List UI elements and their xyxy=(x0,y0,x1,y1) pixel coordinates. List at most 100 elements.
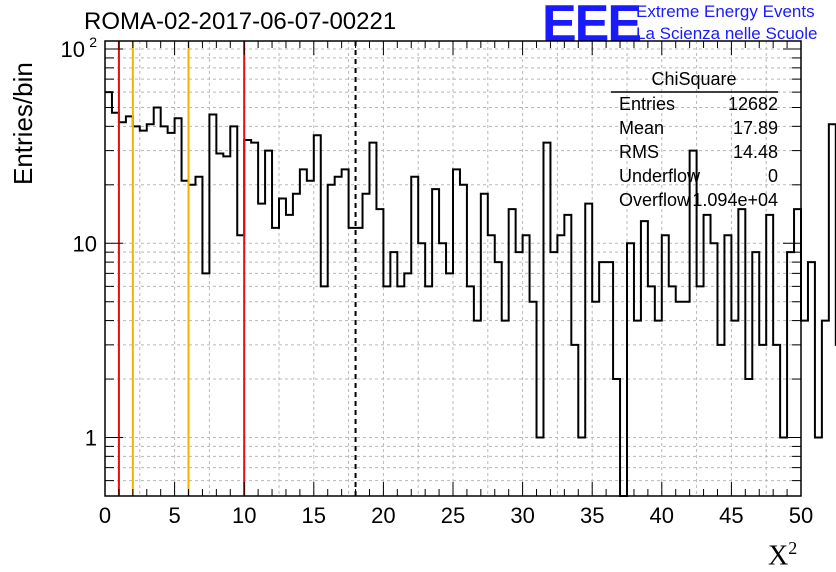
x-tick-label: 45 xyxy=(719,503,743,528)
histogram-bin xyxy=(195,177,202,496)
histogram-bin xyxy=(411,177,418,496)
x-axis-label-base: X xyxy=(768,540,789,572)
histogram-bin xyxy=(669,286,676,496)
x-tick-label: 30 xyxy=(510,503,534,528)
x-axis-label: X2 xyxy=(768,538,797,572)
stats-row-value: 1.094e+04 xyxy=(692,190,778,210)
histogram-bin xyxy=(724,235,731,496)
histogram-bin xyxy=(223,156,230,496)
histogram-bin xyxy=(557,235,564,496)
histogram-bin xyxy=(300,169,307,496)
histogram-bin xyxy=(808,262,815,496)
histogram-bin xyxy=(418,243,425,496)
y-tick-label-sup: 2 xyxy=(89,34,97,50)
histogram-bin xyxy=(404,273,411,496)
histogram-bin xyxy=(822,321,829,496)
histogram-bin xyxy=(516,252,523,496)
histogram-bin xyxy=(390,252,397,496)
histogram-bin xyxy=(704,215,711,496)
histogram-bin xyxy=(571,345,578,496)
histogram-bin xyxy=(342,169,349,496)
x-axis-label-sup: 2 xyxy=(788,538,798,558)
histogram-bin xyxy=(787,252,794,496)
x-tick-label: 20 xyxy=(371,503,395,528)
x-tick-label: 25 xyxy=(441,503,465,528)
stats-row-label: Mean xyxy=(619,118,664,138)
histogram-bin xyxy=(349,228,356,496)
y-tick-label: 10 xyxy=(73,231,97,256)
histogram-bin xyxy=(439,243,446,496)
histogram-bin xyxy=(425,286,432,496)
stats-box xyxy=(611,68,779,208)
histogram-bin xyxy=(543,143,550,496)
histogram-bin xyxy=(307,181,314,496)
stats-row-label: Entries xyxy=(619,94,675,114)
stats-row-label: RMS xyxy=(619,142,659,162)
histogram-bin xyxy=(648,286,655,496)
histogram-bin xyxy=(265,151,272,496)
histogram-bin xyxy=(815,438,822,496)
histogram-line xyxy=(105,91,836,497)
x-tick-label: 35 xyxy=(580,503,604,528)
histogram-bin xyxy=(801,321,808,496)
histogram-bin xyxy=(126,116,133,496)
histogram-bin xyxy=(773,345,780,496)
histogram-bin xyxy=(112,113,119,496)
histogram-bin xyxy=(216,153,223,496)
histogram-bin xyxy=(467,286,474,496)
histogram-bin xyxy=(202,273,209,496)
chart-title: ROMA-02-2017-06-07-00221 xyxy=(84,8,397,35)
x-tick-label: 15 xyxy=(302,503,326,528)
histogram-bin xyxy=(523,235,530,496)
histogram-bin xyxy=(474,321,481,496)
histogram-bin xyxy=(460,185,467,496)
histogram-bin xyxy=(209,115,216,496)
histogram-bin xyxy=(251,143,258,496)
y-tick-label: 10 xyxy=(61,37,85,62)
histogram-bin xyxy=(119,122,126,496)
x-tick-label: 0 xyxy=(99,503,111,528)
histogram-bin xyxy=(321,286,328,496)
histogram-bin xyxy=(592,302,599,496)
y-tick-label: 1 xyxy=(85,426,97,451)
stats-row-value: 0 xyxy=(768,166,778,186)
histogram-bin xyxy=(676,302,683,496)
x-tick-label: 40 xyxy=(650,503,674,528)
stats-row-label: Overflow xyxy=(619,190,691,210)
histogram-bin xyxy=(175,118,182,496)
histogram-bin xyxy=(697,286,704,496)
histogram-bin xyxy=(453,169,460,496)
histogram-bin xyxy=(356,228,363,496)
histogram-bin xyxy=(564,215,571,496)
histogram-bin xyxy=(530,302,537,496)
histogram-bin xyxy=(550,252,557,496)
histogram-bin xyxy=(161,126,168,496)
histogram-bin xyxy=(258,204,265,496)
histogram-bin xyxy=(314,135,321,496)
stats-row-value: 17.89 xyxy=(733,118,778,138)
histogram-bin xyxy=(230,126,237,496)
histogram-bin xyxy=(717,345,724,496)
histogram-bin xyxy=(140,131,147,496)
histogram-bin xyxy=(133,126,140,496)
histogram-bin xyxy=(328,185,335,496)
stats-row-value: 14.48 xyxy=(733,142,778,162)
histogram-bin xyxy=(272,228,279,496)
histogram-bin xyxy=(752,252,759,496)
histogram-bin xyxy=(237,235,244,496)
histogram-bin xyxy=(383,286,390,496)
logo-subtitle-1: Extreme Energy Events xyxy=(636,2,815,21)
histogram-bin xyxy=(369,143,376,496)
x-tick-label: 50 xyxy=(789,503,813,528)
x-tick-label: 10 xyxy=(232,503,256,528)
histogram-bin xyxy=(655,321,662,496)
histogram-bin xyxy=(244,140,251,496)
histogram-bin xyxy=(627,243,634,496)
histogram-bin xyxy=(683,302,690,496)
x-tick-label: 5 xyxy=(168,503,180,528)
histogram-bin xyxy=(147,124,154,496)
histogram-bin xyxy=(634,321,641,496)
histogram-bin xyxy=(105,92,112,496)
histogram-bin xyxy=(829,124,836,496)
